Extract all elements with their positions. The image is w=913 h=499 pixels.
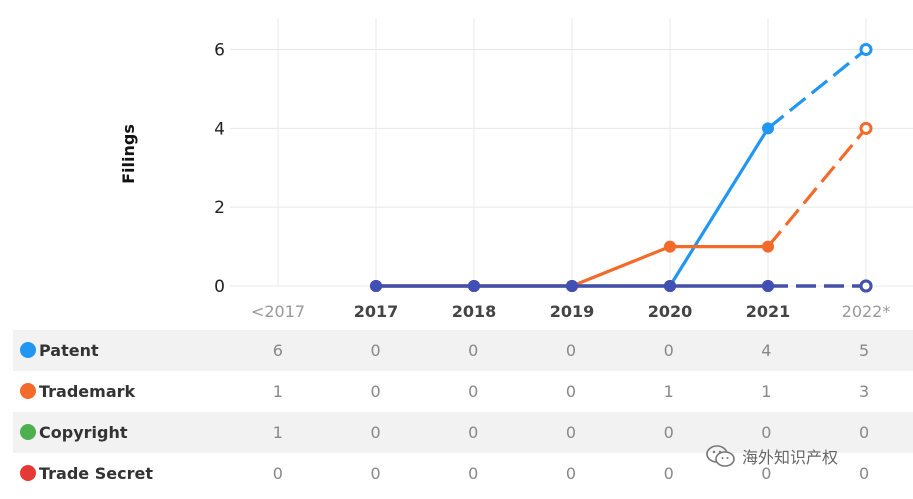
table-cell: 0 <box>663 464 674 483</box>
table-cell: 0 <box>370 464 381 483</box>
table-cell: 0 <box>565 382 577 401</box>
legend-dot-icon <box>20 342 36 358</box>
table-row: Copyright 1 0 0 0 0 0 0 <box>13 412 913 453</box>
x-tick-label: 2017 <box>354 302 399 321</box>
watermark-text: 海外知识产权 <box>742 448 839 467</box>
series-name: Copyright <box>39 423 128 442</box>
table-cell: 0 <box>859 464 870 483</box>
data-point[interactable] <box>566 280 578 292</box>
table-cell: 4 <box>717 330 816 371</box>
series-line-segment <box>766 127 868 248</box>
series-name-cell[interactable]: Patent <box>13 330 229 371</box>
series-name: Trade Secret <box>39 464 153 483</box>
data-point[interactable] <box>370 280 382 292</box>
table-cell: 0 <box>468 464 479 483</box>
table-row: Trademark 1 0 0 0 1 1 3 <box>13 371 913 412</box>
legend-dot-icon <box>20 424 36 440</box>
y-tick-label: 6 <box>214 41 225 61</box>
table-cell: 1 <box>663 382 674 401</box>
table-cell: 0 <box>815 412 913 453</box>
x-tick-label: 2022* <box>842 302 891 321</box>
data-point[interactable] <box>762 280 774 292</box>
y-tick-label: 2 <box>214 198 225 218</box>
y-axis-label: Filings <box>119 124 138 184</box>
data-point[interactable] <box>859 279 873 293</box>
table-cell: 1 <box>229 412 327 453</box>
series-4 <box>370 279 873 293</box>
x-tick-label: 2019 <box>550 302 595 321</box>
series-line-segment <box>668 127 770 287</box>
data-point[interactable] <box>859 43 873 57</box>
legend-dot-icon <box>20 383 36 399</box>
table-cell: 6 <box>229 330 327 371</box>
table-cell: 0 <box>370 382 381 401</box>
line-chart: Filings 0 2 4 6 <2017 2017 2018 2019 2020 2021 20… <box>119 18 913 321</box>
table-cell: 0 <box>326 330 425 371</box>
x-tick-label: <2017 <box>251 302 305 321</box>
table-cell: 0 <box>272 464 283 483</box>
table-cell: 0 <box>717 412 816 453</box>
table-cell: 0 <box>522 412 620 453</box>
series-name: Trademark <box>39 382 136 401</box>
series-name-cell[interactable]: Copyright <box>13 412 229 453</box>
table-cell: 3 <box>859 382 870 401</box>
chart-grid <box>230 18 913 287</box>
table-cell: 0 <box>424 412 523 453</box>
series-name-cell[interactable]: Trade Secret <box>13 453 229 494</box>
table-cell: 1 <box>272 382 283 401</box>
table-row: Patent 6 0 0 0 0 4 5 <box>13 330 913 371</box>
y-tick-label: 4 <box>214 119 225 139</box>
y-tick-label: 0 <box>214 277 225 297</box>
table-cell: 0 <box>522 330 620 371</box>
table-row: Trade Secret 0 0 0 0 0 0 0 <box>13 453 913 494</box>
table-cell: 0 <box>565 464 577 483</box>
table-cell: 0 <box>424 330 523 371</box>
x-tick-label: 2018 <box>452 302 497 321</box>
x-tick-label: 2021 <box>746 302 791 321</box>
data-point[interactable] <box>468 280 480 292</box>
table-cell: 0 <box>619 330 718 371</box>
data-point[interactable] <box>762 240 774 253</box>
x-axis-ticks: <2017 2017 2018 2019 2020 2021 2022* <box>251 302 890 321</box>
table-cell: 0 <box>468 382 479 401</box>
data-point[interactable] <box>664 240 676 253</box>
table-cell: 0 <box>761 464 772 483</box>
data-point[interactable] <box>762 122 774 135</box>
series-name: Patent <box>39 341 99 360</box>
table-cell: 5 <box>815 330 913 371</box>
series-name-cell[interactable]: Trademark <box>13 371 229 412</box>
data-point[interactable] <box>859 121 873 135</box>
chart-series <box>370 43 873 293</box>
data-point[interactable] <box>664 280 676 292</box>
series-line-segment <box>571 245 671 288</box>
series-line-segment <box>766 48 868 130</box>
table-cell: 1 <box>761 382 772 401</box>
x-tick-label: 2020 <box>648 302 693 321</box>
series-0 <box>370 43 873 292</box>
data-table: Patent 6 0 0 0 0 4 5 Trademark 1 0 0 0 1 1 3 Copyright 1 0… <box>13 330 913 494</box>
table-cell: 0 <box>326 412 425 453</box>
legend-dot-icon <box>20 465 36 481</box>
wechat-icon <box>706 445 735 467</box>
watermark: 海外知识产权 <box>706 444 838 468</box>
y-axis-ticks: 0 2 4 6 <box>214 41 225 297</box>
table-cell: 0 <box>619 412 718 453</box>
